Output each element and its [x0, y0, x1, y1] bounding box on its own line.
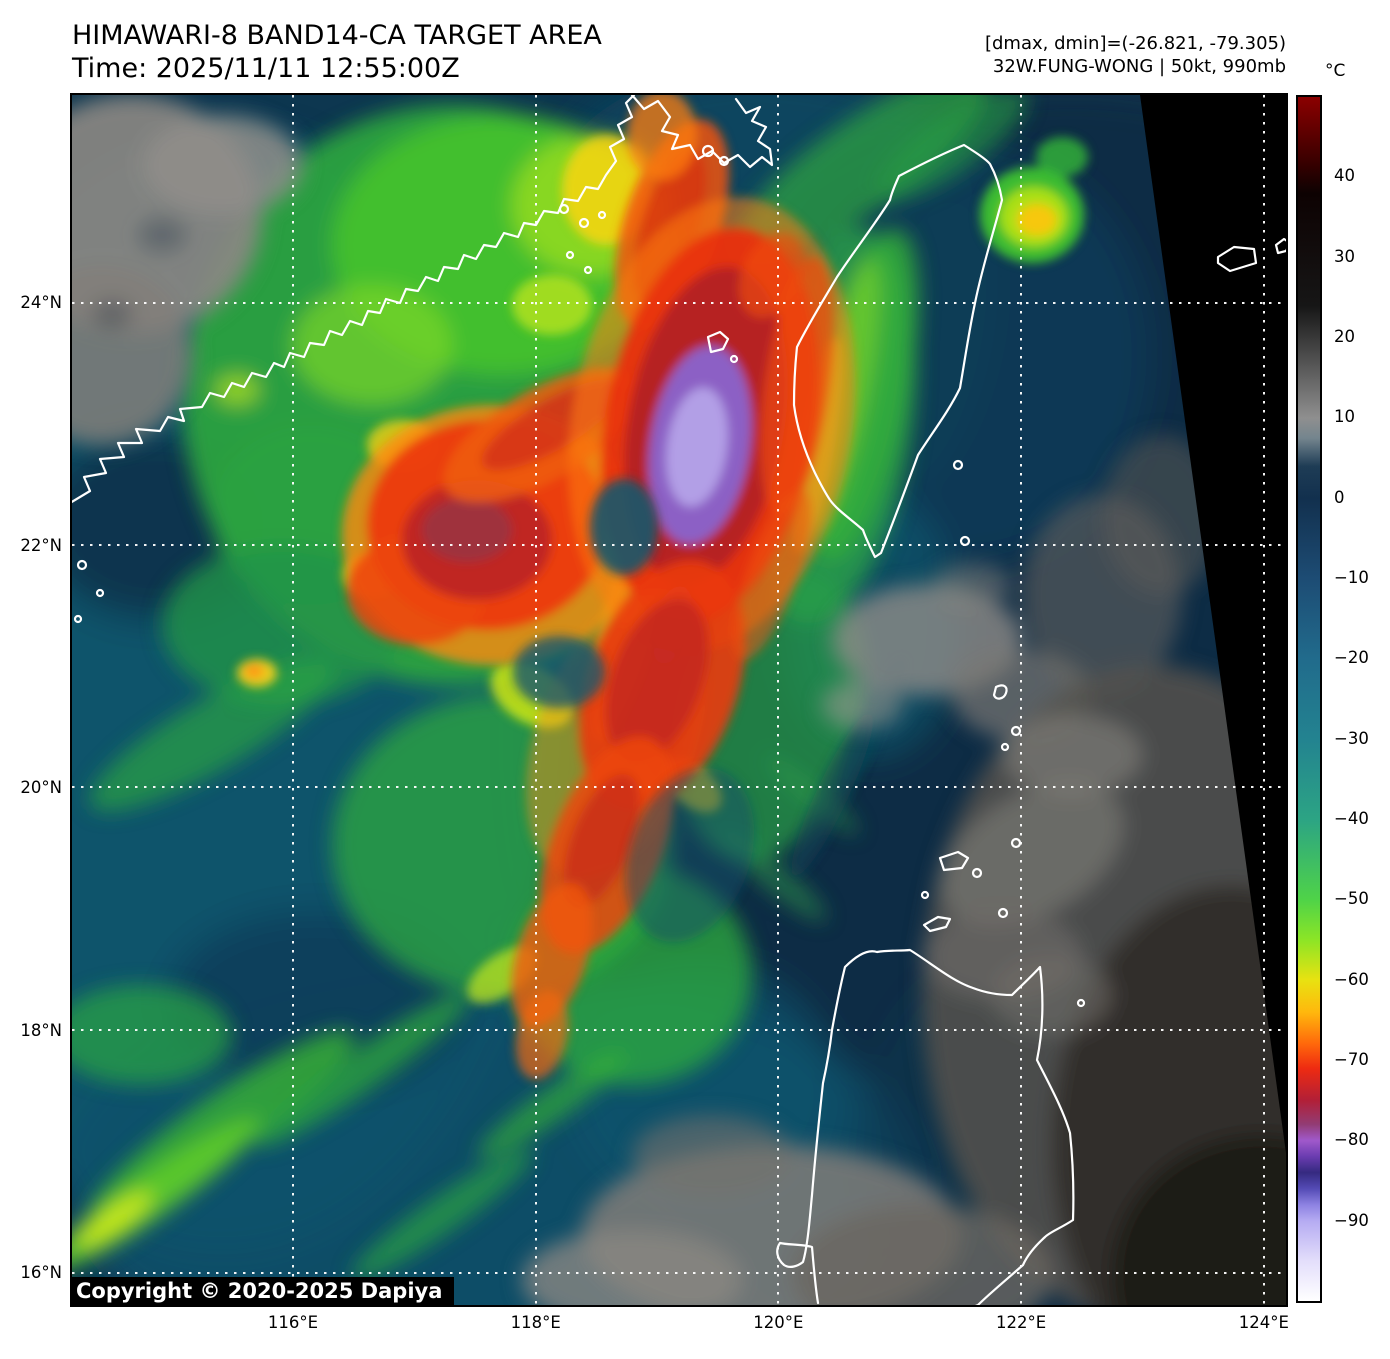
colorbar-tick: −50 [1334, 888, 1390, 910]
colorbar-tick: −10 [1334, 567, 1390, 589]
longitude-label: 122°E [976, 1312, 1066, 1334]
latitude-label: 18°N [4, 1020, 62, 1042]
colorbar-tick: −90 [1334, 1210, 1390, 1232]
timestamp-label: Time: 2025/11/11 12:55:00Z [72, 53, 460, 84]
colorbar-tick: 40 [1334, 165, 1390, 187]
colorbar-tick: 10 [1334, 406, 1390, 428]
colorbar-tick: 30 [1334, 246, 1390, 268]
satellite-imagery [72, 95, 1286, 1305]
storm-info-label: 32W.FUNG-WONG | 50kt, 990mb [993, 56, 1286, 77]
colorbar-tick: −70 [1334, 1049, 1390, 1071]
colorbar-tick: −20 [1334, 647, 1390, 669]
satellite-map-frame: Copyright © 2020-2025 Dapiya [70, 93, 1288, 1307]
colorbar-tick: 20 [1334, 326, 1390, 348]
latitude-label: 24°N [4, 292, 62, 314]
longitude-label: 120°E [733, 1312, 823, 1334]
longitude-label: 124°E [1219, 1312, 1309, 1334]
page-title: HIMAWARI-8 BAND14-CA TARGET AREA [72, 20, 602, 51]
colorbar-tick: −40 [1334, 808, 1390, 830]
colorbar-tick: −60 [1334, 969, 1390, 991]
dmax-dmin-label: [dmax, dmin]=(-26.821, -79.305) [985, 33, 1286, 54]
satellite-product-page: HIMAWARI-8 BAND14-CA TARGET AREA Time: 2… [0, 0, 1390, 1359]
colorbar-tick: −80 [1334, 1129, 1390, 1151]
colorbar [1296, 95, 1322, 1303]
colorbar-tick: −30 [1334, 728, 1390, 750]
latitude-label: 22°N [4, 535, 62, 557]
latitude-label: 16°N [4, 1262, 62, 1284]
latitude-label: 20°N [4, 777, 62, 799]
longitude-label: 118°E [491, 1312, 581, 1334]
longitude-label: 116°E [248, 1312, 338, 1334]
copyright-badge: Copyright © 2020-2025 Dapiya [70, 1277, 454, 1307]
colorbar-tick: 0 [1334, 487, 1390, 509]
colorbar-unit-label: °C [1325, 61, 1345, 81]
